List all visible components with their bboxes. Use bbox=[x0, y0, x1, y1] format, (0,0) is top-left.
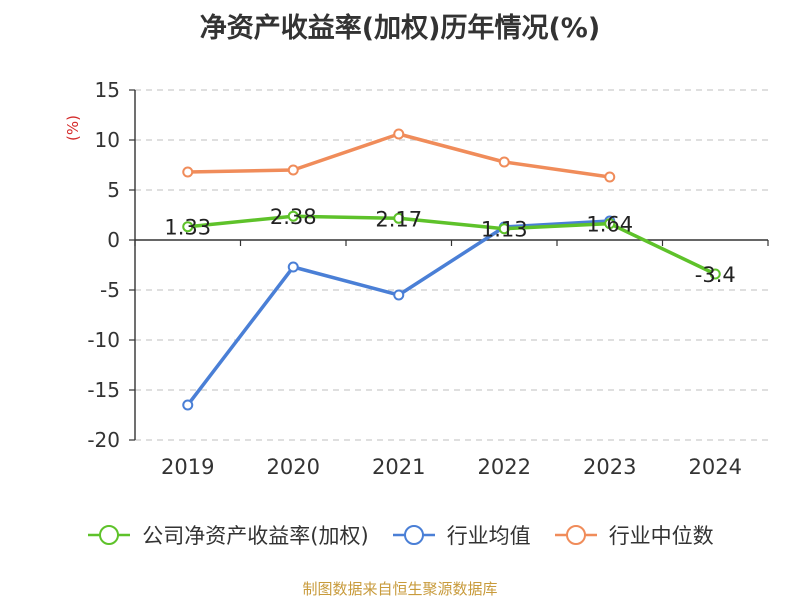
data-label: 2.17 bbox=[375, 207, 422, 231]
data-point bbox=[498, 156, 510, 168]
y-tick-label: -5 bbox=[100, 278, 120, 302]
legend-swatch bbox=[88, 525, 131, 545]
legend-swatch bbox=[554, 525, 597, 545]
series-line bbox=[186, 219, 610, 407]
x-tick-label: 2023 bbox=[583, 455, 636, 479]
x-tick-label: 2021 bbox=[372, 455, 425, 479]
legend-swatch-marker bbox=[565, 525, 586, 545]
data-label: -3.4 bbox=[695, 263, 736, 287]
data-point bbox=[498, 223, 510, 235]
series-line bbox=[187, 214, 717, 276]
y-tick-label: 0 bbox=[107, 228, 120, 252]
legend-label: 行业中位数 bbox=[608, 524, 714, 548]
data-point bbox=[182, 166, 194, 178]
y-tick-label: 10 bbox=[95, 128, 120, 152]
y-unit-label: (%) bbox=[64, 115, 82, 141]
x-tick-label: 2022 bbox=[478, 455, 531, 479]
x-tick-label: 2020 bbox=[267, 455, 320, 479]
y-tick-label: 5 bbox=[107, 178, 120, 202]
data-point bbox=[182, 221, 194, 233]
legend-swatch-marker bbox=[99, 525, 120, 545]
legend-item[interactable]: 行业中位数 bbox=[553, 520, 714, 550]
legend-item[interactable]: 行业均值 bbox=[391, 520, 531, 550]
legend-item[interactable]: 公司净资产收益率(加权) bbox=[86, 520, 369, 550]
data-point bbox=[182, 399, 194, 411]
legend-label: 公司净资产收益率(加权) bbox=[142, 524, 369, 548]
legend-swatch-marker bbox=[403, 525, 424, 545]
data-point bbox=[604, 218, 616, 230]
data-point bbox=[287, 210, 299, 222]
y-tick-label: -20 bbox=[87, 428, 120, 452]
y-tick-label: -15 bbox=[87, 378, 120, 402]
legend: 公司净资产收益率(加权) 行业均值 行业中位数 bbox=[0, 520, 800, 550]
data-point bbox=[393, 212, 405, 224]
data-point bbox=[287, 261, 299, 273]
data-label: 2.38 bbox=[270, 205, 317, 229]
chart-title: 净资产收益率(加权)历年情况(%) bbox=[199, 13, 601, 44]
data-label: 1.64 bbox=[586, 213, 633, 237]
legend-label: 行业均值 bbox=[446, 524, 531, 548]
source-note: 制图数据来自恒生聚源数据库 bbox=[302, 580, 498, 598]
x-tick-label: 2024 bbox=[689, 455, 742, 479]
data-label: 1.13 bbox=[481, 218, 528, 242]
data-point bbox=[393, 128, 405, 140]
data-point bbox=[709, 268, 721, 280]
data-point bbox=[604, 171, 616, 183]
y-tick-label: -10 bbox=[87, 328, 120, 352]
x-tick-label: 2019 bbox=[161, 455, 214, 479]
data-point bbox=[393, 289, 405, 301]
legend-swatch bbox=[392, 525, 435, 545]
y-tick-label: 15 bbox=[95, 78, 120, 102]
data-label: 1.33 bbox=[164, 216, 211, 240]
data-point bbox=[287, 164, 299, 176]
